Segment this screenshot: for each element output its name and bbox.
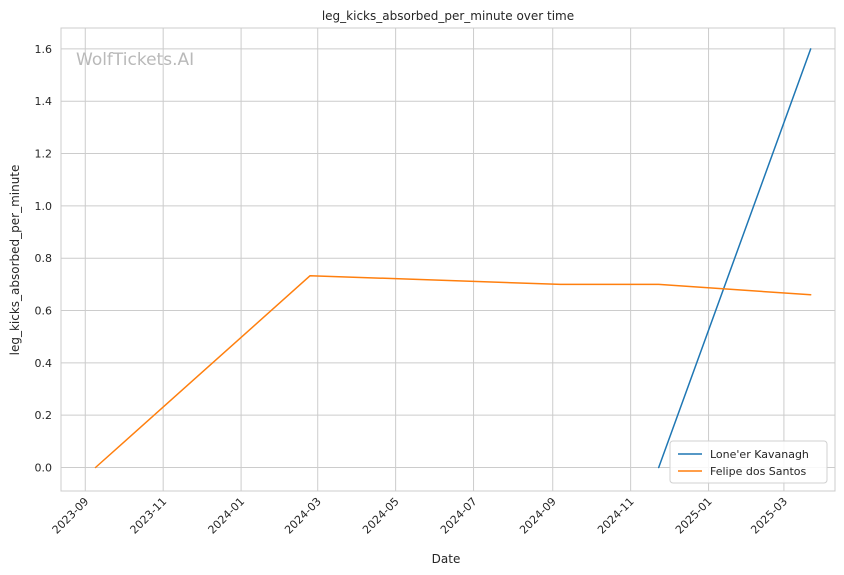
y-tick-label: 0.2 — [35, 409, 53, 422]
x-axis-title: Date — [432, 552, 461, 566]
series-line-1 — [94, 274, 812, 469]
series-layer — [94, 48, 812, 469]
y-tick-label: 1.6 — [35, 43, 53, 56]
chart-title: leg_kicks_absorbed_per_minute over time — [322, 9, 574, 23]
y-tick-label: 1.4 — [35, 95, 53, 108]
y-tick-label: 0.6 — [35, 305, 53, 318]
legend-label: Lone'er Kavanagh — [710, 448, 809, 461]
legend-box — [669, 440, 828, 484]
grid-lines — [61, 28, 835, 491]
plot-frame — [60, 27, 836, 492]
watermark-text: WolfTickets.AI — [76, 50, 194, 70]
series-line-0 — [657, 48, 812, 469]
legend-label: Felipe dos Santos — [710, 465, 807, 478]
legend: Lone'er Kavanagh Felipe dos Santos — [669, 440, 828, 484]
y-tick-labels: 0.0 0.2 0.4 0.6 0.8 1.0 1.2 1.4 1.6 — [35, 43, 53, 475]
y-axis-title: leg_kicks_absorbed_per_minute — [8, 165, 22, 356]
y-tick-label: 1.0 — [35, 200, 53, 213]
y-tick-label: 0.8 — [35, 252, 53, 265]
y-tick-label: 1.2 — [35, 148, 53, 161]
y-tick-label: 0.4 — [35, 357, 53, 370]
y-tick-label: 0.0 — [35, 461, 53, 474]
